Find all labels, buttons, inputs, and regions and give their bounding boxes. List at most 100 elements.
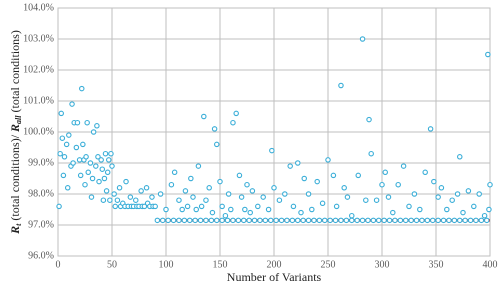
data-point — [413, 217, 420, 224]
data-point — [487, 181, 493, 188]
data-point — [462, 217, 468, 224]
data-point — [106, 157, 112, 163]
data-point — [290, 203, 297, 210]
data-point — [84, 119, 90, 126]
y-tick-label: 102.0% — [23, 64, 54, 75]
data-point — [179, 206, 185, 213]
y-tick-label: 104.0% — [23, 2, 54, 13]
data-point — [80, 141, 86, 148]
data-point — [219, 203, 225, 210]
data-point — [242, 206, 248, 213]
data-point — [278, 217, 285, 224]
data-point — [152, 203, 158, 210]
data-point — [289, 217, 296, 224]
data-point — [181, 217, 188, 224]
data-point — [195, 163, 202, 169]
data-point — [197, 217, 204, 224]
y-title-part: t — [14, 223, 23, 226]
data-point — [222, 212, 229, 219]
data-point — [349, 217, 355, 224]
data-point — [251, 217, 258, 224]
data-point — [305, 217, 312, 224]
x-tick-label: 350 — [429, 259, 444, 270]
data-point — [400, 163, 407, 169]
data-point — [171, 169, 178, 176]
data-point — [403, 217, 409, 224]
data-point — [88, 194, 95, 200]
data-point — [422, 169, 428, 176]
data-point — [57, 150, 63, 157]
y-tick-label: 96.0% — [28, 250, 54, 261]
data-point — [244, 181, 250, 188]
y-tick-label: 103.0% — [23, 33, 54, 44]
data-point — [282, 191, 288, 197]
x-tick-label: 50 — [107, 259, 117, 270]
data-point — [478, 217, 485, 224]
data-point — [83, 154, 89, 160]
data-point — [386, 217, 393, 224]
data-point — [359, 217, 366, 224]
data-point — [176, 197, 182, 203]
data-point — [411, 191, 418, 197]
data-point — [392, 217, 398, 224]
data-point — [133, 197, 139, 203]
data-point — [449, 197, 455, 203]
data-point — [209, 209, 216, 216]
data-point — [102, 150, 109, 157]
data-point — [235, 217, 242, 224]
data-point — [446, 217, 452, 224]
data-point — [440, 217, 447, 224]
data-point — [284, 217, 290, 224]
data-point — [163, 206, 169, 213]
data-point — [467, 217, 474, 224]
x-axis-title: Number of Variants — [227, 270, 322, 284]
data-point — [217, 178, 223, 185]
data-point — [406, 203, 412, 210]
data-point — [93, 163, 99, 169]
data-point — [343, 217, 350, 224]
data-point — [98, 157, 104, 163]
data-point — [471, 203, 477, 210]
data-point — [123, 178, 129, 185]
data-point — [287, 163, 293, 169]
data-point — [107, 197, 113, 203]
data-point — [332, 217, 339, 224]
data-point — [193, 206, 199, 213]
data-point — [419, 217, 425, 224]
y-title-part: R — [8, 226, 22, 235]
data-point — [241, 217, 247, 224]
data-point — [298, 209, 304, 216]
x-tick-label: 100 — [159, 259, 174, 270]
data-point — [273, 217, 279, 224]
data-point — [333, 203, 340, 210]
data-point — [451, 217, 458, 224]
data-point — [341, 185, 347, 191]
y-title-part: (total conditions) — [8, 30, 22, 115]
data-point — [187, 217, 193, 224]
data-point — [457, 154, 463, 160]
data-point — [85, 169, 91, 176]
data-point — [247, 209, 253, 216]
data-point — [100, 197, 107, 203]
data-point — [435, 217, 441, 224]
data-point — [182, 188, 189, 194]
data-point — [214, 217, 220, 224]
data-point — [214, 141, 220, 148]
data-point — [59, 135, 66, 141]
data-point — [58, 110, 64, 117]
data-point — [485, 51, 491, 58]
data-point — [228, 206, 234, 213]
data-point — [103, 188, 110, 194]
data-point — [138, 188, 144, 194]
data-point — [381, 217, 387, 224]
x-tick-label: 400 — [483, 259, 498, 270]
data-point — [265, 206, 272, 213]
data-point — [225, 191, 232, 197]
data-point — [365, 217, 371, 224]
x-tick-label: 200 — [267, 259, 282, 270]
data-point — [73, 144, 80, 151]
data-point — [408, 217, 414, 224]
data-point — [363, 197, 369, 203]
data-point — [309, 206, 315, 213]
data-point — [268, 217, 274, 224]
